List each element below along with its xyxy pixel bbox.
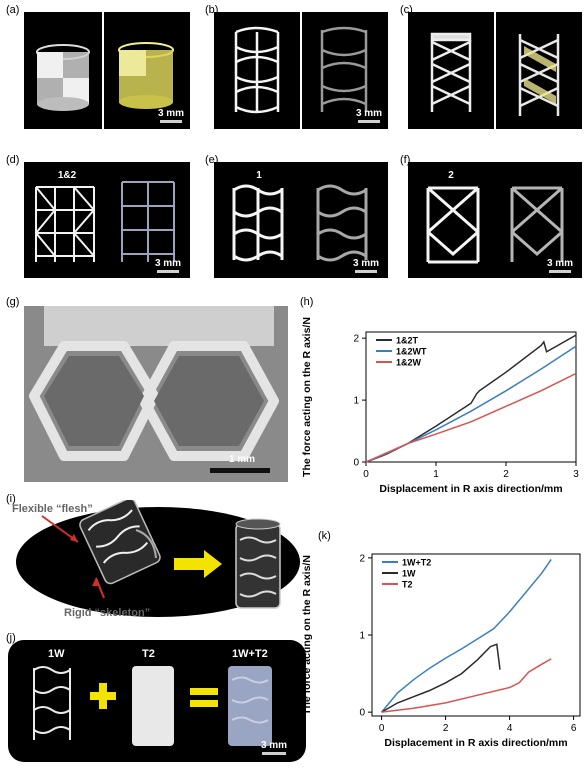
panel-a-scale-text: 3 mm <box>157 108 185 119</box>
panel-b-scale-text: 3 mm <box>355 108 383 119</box>
lattice-2-icon <box>426 186 564 264</box>
x-tick-label: 4 <box>507 723 513 734</box>
sem-hexagon-icon <box>24 306 288 482</box>
panel-a-label: (a) <box>6 4 20 16</box>
panel-b-photo-right: 3 mm <box>302 12 388 129</box>
y-tick-label: 0 <box>353 458 359 469</box>
x-tick-label: 6 <box>571 723 577 734</box>
composite-equation-icon <box>33 666 272 746</box>
x-tick-label: 1 <box>433 469 439 480</box>
x-tick-label: 0 <box>379 723 385 734</box>
flesh-skeleton-icon <box>16 497 300 617</box>
x-tick-label: 3 <box>573 469 579 480</box>
panel-d-photo: 1&2 3 mm <box>24 162 190 278</box>
panel-d-scale-text: 3 mm <box>154 258 182 269</box>
panel-j-right-label: 1W+T2 <box>232 648 268 660</box>
panel-e-tag: 1 <box>256 170 262 181</box>
x-axis-label: Displacement in R axis direction/mm <box>384 737 567 749</box>
legend-label: 1W <box>402 569 416 579</box>
panel-g-label: (g) <box>6 296 20 308</box>
lattice-1-icon <box>232 184 368 262</box>
legend-label: 1&2WT <box>396 347 427 357</box>
panel-a-photo-right: 3 mm <box>104 12 190 129</box>
panel-i-flesh-label: Flexible “flesh” <box>12 503 93 515</box>
panel-c-photo-right <box>496 12 582 129</box>
panel-e-photo: 1 3 mm <box>214 162 388 278</box>
lattice-combined-icon <box>34 181 175 262</box>
y-tick-label: 1 <box>353 396 359 407</box>
x-tick-label: 0 <box>363 469 369 480</box>
y-axis-label: The force acting on the R axis/N <box>301 317 313 477</box>
x-tick-label: 2 <box>443 723 449 734</box>
panel-e-scale-bar <box>355 270 377 273</box>
panel-k-chart: 0 2 4 6 0 1 2 Displacement in R axis direction/… <box>301 553 581 749</box>
panel-c-photo-left <box>408 12 494 129</box>
series-line-1w-t2 <box>381 558 552 713</box>
panel-g-scale-bar <box>210 468 270 473</box>
series-line-t2 <box>381 658 552 713</box>
cylinder-yellow-icon <box>118 42 174 109</box>
panel-e-scale-text: 3 mm <box>352 258 380 269</box>
panel-b-scale-bar <box>358 120 380 123</box>
y-axis-label: The force acting on the R axis/N <box>301 555 313 715</box>
x-axis-label: Displacement in R axis direction/mm <box>379 483 562 495</box>
y-tick-label: 2 <box>359 553 365 564</box>
series-line-1w <box>381 643 501 713</box>
panel-j-label: (j) <box>6 632 16 644</box>
y-tick-label: 2 <box>353 334 359 345</box>
panel-d-tag: 1&2 <box>57 170 77 181</box>
panel-f-label: (f) <box>400 154 411 166</box>
panel-g-scale-text: 1 mm <box>228 454 256 465</box>
legend-label: T2 <box>402 580 413 590</box>
y-tick-label: 1 <box>359 631 365 642</box>
legend-label: 1&2W <box>396 358 422 368</box>
panel-i-schematic: Flexible “flesh” Rigid “skeleton” <box>8 497 304 620</box>
panel-j-scale-text: 3 mm <box>260 740 288 751</box>
panel-f-photo: 2 3 mm <box>408 162 582 278</box>
panel-k-label: (k) <box>318 530 331 542</box>
lattice-white-icon <box>234 26 280 114</box>
lattice-gray-icon <box>320 26 368 112</box>
x-tick-label: 2 <box>503 469 509 480</box>
y-tick-label: 0 <box>359 708 365 719</box>
panel-i-label: (i) <box>6 493 16 505</box>
helix-yellow-icon <box>518 34 560 116</box>
panel-j-composite: 1W T2 1W+T2 3 mm <box>8 640 306 762</box>
panel-a-scale-bar <box>160 120 182 123</box>
legend-label: 1W+T2 <box>402 558 431 568</box>
panel-i-skeleton-label: Rigid “skeleton” <box>64 607 151 619</box>
panel-j-scale-bar <box>262 752 286 755</box>
panel-j-middle-label: T2 <box>142 648 155 660</box>
legend-label: 1&2T <box>396 336 419 346</box>
panel-g-sem-image: 1 mm <box>24 306 288 482</box>
helix-white-icon <box>430 32 472 112</box>
panel-f-tag: 2 <box>448 170 454 181</box>
panel-h-label: (h) <box>300 296 314 308</box>
panel-f-scale-bar <box>549 270 571 273</box>
panel-d-label: (d) <box>6 154 20 166</box>
plot-frame <box>365 331 577 463</box>
panel-f-scale-text: 3 mm <box>546 258 574 269</box>
panel-a-photo-left <box>24 12 102 129</box>
panel-b-photo-left <box>214 12 300 129</box>
panel-d-scale-bar <box>157 270 179 273</box>
cylinder-clear-icon <box>36 44 90 111</box>
series-line-1-2w <box>365 372 577 463</box>
panel-j-left-label: 1W <box>48 648 65 660</box>
panel-h-chart: 0 1 2 3 0 1 2 Displacement in R axis direction/… <box>301 317 579 495</box>
